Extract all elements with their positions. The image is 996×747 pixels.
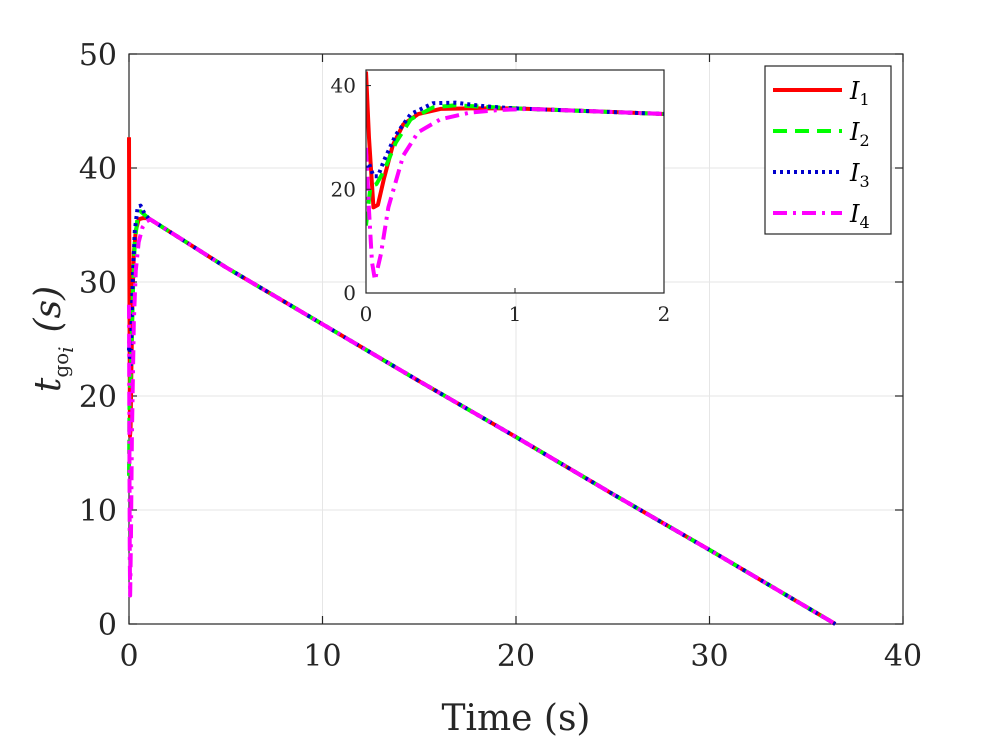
inset-series-line-1	[366, 71, 664, 210]
series-line-2	[127, 209, 837, 626]
y-axis-label-subscript: go	[49, 353, 73, 378]
inset-x-tick-label: 0	[360, 302, 373, 326]
legend-label-2: I2	[849, 118, 870, 150]
x-tick-label: 20	[497, 639, 535, 674]
inset-y-tick-label: 0	[343, 281, 356, 305]
y-tick-label: 40	[79, 152, 117, 187]
inset-y-tick-label: 40	[331, 74, 356, 98]
x-tick-label: 40	[884, 639, 922, 674]
x-tick-label: 30	[690, 639, 728, 674]
inset-series-line-2	[366, 103, 664, 226]
legend-label-3: I3	[849, 159, 870, 191]
y-axis-label-unit: (s)	[28, 286, 69, 333]
inset-background	[366, 70, 664, 293]
y-tick-label: 0	[98, 608, 117, 643]
legend-box	[764, 65, 892, 235]
series-line-4	[127, 217, 837, 626]
y-axis-label-symbol: t	[28, 377, 69, 392]
x-tick-label: 10	[303, 639, 341, 674]
legend: I1 I2 I3 I4	[764, 65, 892, 235]
y-tick-label: 20	[79, 380, 117, 415]
inset-x-tick-label: 1	[509, 302, 522, 326]
inset-series-line-4	[366, 106, 664, 283]
y-tick-label: 30	[79, 266, 117, 301]
main-series	[127, 137, 837, 626]
y-tick-label: 50	[79, 38, 117, 73]
x-tick-label: 0	[119, 639, 138, 674]
legend-label-4: I4	[849, 200, 870, 232]
svg-text:tgoi(s): tgoi (s)	[28, 286, 78, 392]
legend-label-1: I1	[849, 77, 870, 109]
y-axis-label: tgoi (s)	[28, 286, 78, 392]
x-axis-label: Time (s)	[442, 698, 591, 739]
y-tick-label: 10	[79, 494, 117, 529]
y-axis-label-subsubscript: i	[54, 346, 78, 352]
inset-x-tick-label: 2	[658, 302, 671, 326]
inset-y-tick-label: 20	[331, 177, 356, 201]
inset-series	[366, 71, 664, 283]
